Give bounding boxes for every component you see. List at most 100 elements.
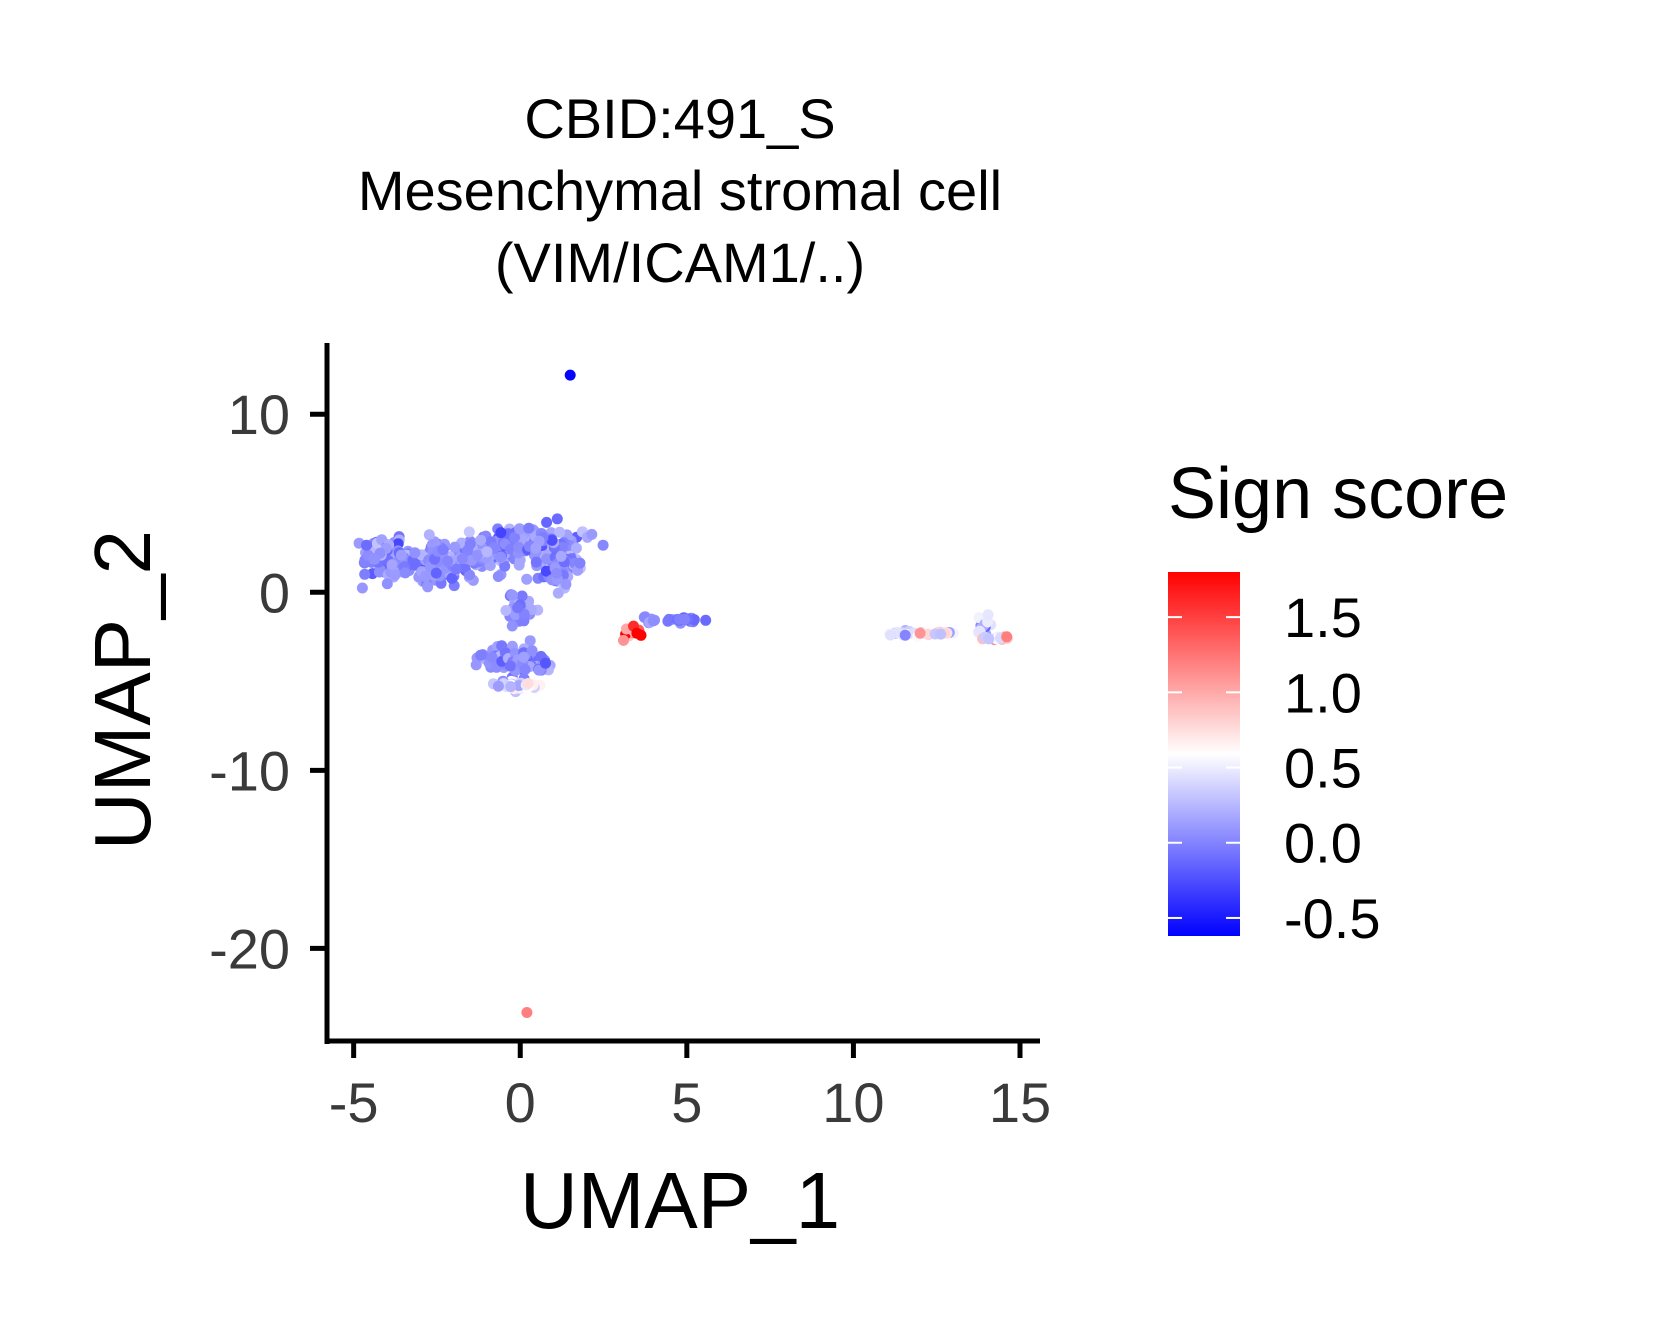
legend-title: Sign score	[1168, 454, 1508, 534]
y-axis-ticks: 10 0 -10 -20	[209, 383, 327, 980]
data-point	[507, 589, 518, 601]
data-point	[570, 542, 582, 554]
data-point	[495, 527, 507, 539]
data-point	[560, 578, 572, 590]
title-line-2: Mesenchymal stromal cell	[358, 159, 1002, 222]
data-point	[423, 529, 435, 541]
colorbar	[1168, 572, 1240, 936]
data-point	[516, 590, 528, 602]
data-point	[523, 522, 535, 534]
data-point	[442, 555, 454, 567]
data-point	[551, 567, 563, 579]
data-point	[446, 572, 458, 584]
data-point	[463, 526, 475, 538]
data-point	[521, 573, 533, 585]
data-point	[546, 534, 558, 546]
data-point	[464, 538, 476, 550]
data-point	[475, 534, 487, 546]
data-point	[450, 563, 462, 575]
x-tick-label: -5	[329, 1071, 379, 1134]
plot-axes: -5 0 5 10 15 10 0 -10 -20	[209, 343, 1051, 1134]
data-point	[449, 541, 461, 553]
data-point	[505, 681, 517, 693]
data-point	[509, 531, 520, 543]
data-point	[495, 551, 507, 563]
data-point	[530, 556, 542, 568]
data-point	[475, 649, 487, 661]
data-point	[399, 567, 411, 579]
data-point	[663, 613, 675, 625]
y-axis-title: UMAP_2	[78, 530, 167, 850]
data-point	[395, 549, 407, 561]
data-point	[524, 635, 536, 647]
data-point	[499, 560, 511, 572]
title-line-1: CBID:491_S	[524, 87, 835, 150]
data-point	[557, 541, 568, 553]
data-point	[386, 559, 398, 571]
colorbar-tick-label: 0.0	[1284, 812, 1362, 875]
data-point	[437, 544, 449, 556]
data-point	[700, 614, 712, 626]
data-point	[464, 569, 476, 581]
data-point	[492, 571, 504, 582]
data-point	[512, 602, 524, 614]
x-tick-label: 0	[505, 1071, 536, 1134]
data-point	[530, 542, 542, 554]
chart-title: CBID:491_S Mesenchymal stromal cell (VIM…	[358, 87, 1002, 294]
data-point	[409, 547, 421, 559]
y-tick-label: 0	[259, 561, 290, 624]
data-point	[506, 620, 518, 632]
data-point	[356, 582, 368, 594]
data-point	[359, 568, 371, 580]
data-point	[551, 513, 563, 525]
colorbar-tick-label: -0.5	[1284, 887, 1381, 950]
data-point	[597, 539, 609, 551]
data-point	[679, 613, 691, 625]
x-axis-title: UMAP_1	[520, 1156, 840, 1245]
data-point	[514, 523, 525, 535]
colorbar-ticks: 1.5 1.0 0.5 0.0 -0.5	[1168, 586, 1381, 950]
data-point	[983, 633, 995, 645]
x-tick-label: 10	[822, 1071, 884, 1134]
data-point	[420, 570, 432, 582]
data-point	[555, 550, 567, 562]
data-point	[574, 557, 586, 569]
data-point	[389, 569, 401, 581]
data-point	[481, 546, 493, 558]
data-point	[456, 553, 468, 565]
title-line-3: (VIM/ICAM1/..)	[495, 231, 865, 294]
data-point	[373, 566, 385, 578]
colorbar-tick-label: 1.0	[1284, 661, 1362, 724]
data-point	[586, 528, 598, 540]
y-tick-label: 10	[228, 383, 290, 446]
data-point	[1001, 631, 1013, 643]
data-point	[430, 567, 442, 579]
x-axis-ticks: -5 0 5 10 15	[329, 1043, 1051, 1134]
data-point	[899, 629, 911, 641]
x-tick-label: 15	[989, 1071, 1051, 1134]
data-point	[470, 659, 482, 671]
y-tick-label: -20	[209, 917, 290, 980]
data-point	[552, 587, 564, 599]
y-tick-label: -10	[209, 739, 290, 802]
data-point	[631, 627, 643, 639]
colorbar-tick-label: 0.5	[1284, 737, 1362, 800]
data-point	[500, 605, 512, 616]
data-point	[541, 516, 553, 528]
color-legend: Sign score 1.5 1.0 0.5 0.0 -0.5	[1168, 454, 1508, 950]
data-point	[381, 578, 393, 590]
data-point	[564, 369, 576, 381]
data-point	[519, 664, 531, 675]
data-point	[504, 660, 516, 672]
data-point	[518, 651, 530, 663]
data-point	[982, 609, 994, 621]
data-point	[647, 615, 659, 627]
data-point	[521, 1007, 533, 1018]
scatter-points	[353, 369, 1013, 1018]
data-point	[540, 565, 552, 577]
data-point	[513, 541, 525, 553]
data-point	[522, 678, 534, 689]
colorbar-tick-label: 1.5	[1284, 586, 1362, 649]
data-point	[541, 553, 553, 565]
